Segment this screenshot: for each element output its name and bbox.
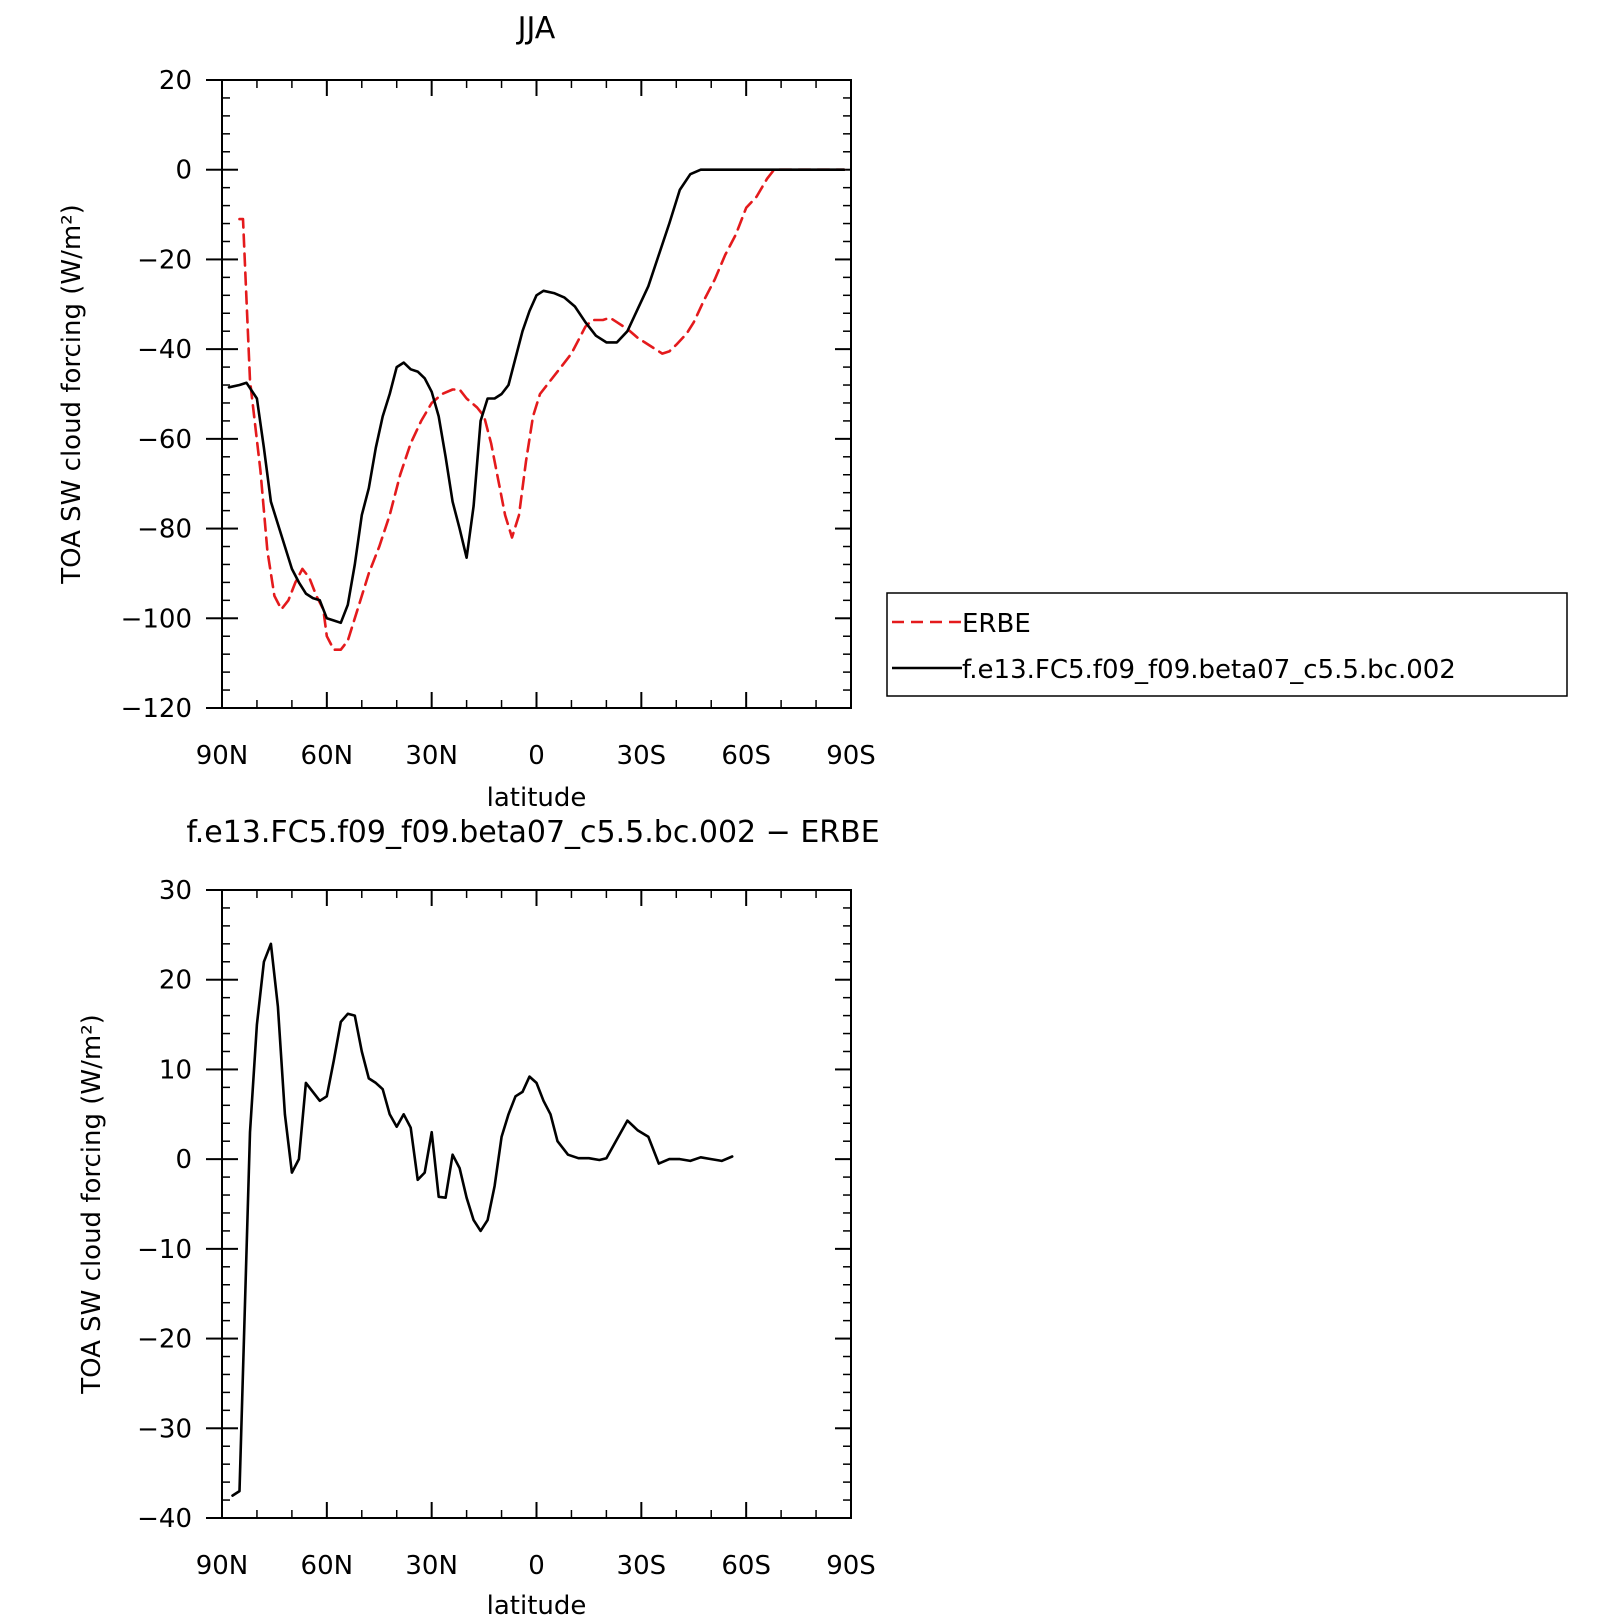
- legend-box: [886, 592, 1568, 697]
- x-tick-label: 0: [528, 741, 545, 771]
- bottom-title: f.e13.FC5.f09_f09.beta07_c5.5.bc.002 − E…: [186, 815, 879, 850]
- bottom-plot-frame: [221, 889, 852, 1519]
- y-tick-label: −40: [137, 335, 192, 365]
- y-tick-label: −10: [137, 1235, 192, 1265]
- bottom-xlabel: latitude: [487, 1591, 587, 1619]
- bottom-series: [231, 942, 734, 1497]
- y-tick-label: 0: [175, 1145, 192, 1175]
- y-tick-label: 20: [159, 66, 192, 96]
- top-plot-frame: [221, 79, 852, 709]
- top-title: JJA: [516, 11, 556, 46]
- series-line-erbe: [238, 168, 846, 652]
- y-tick-label: −30: [137, 1414, 192, 1444]
- top-series: [227, 168, 846, 652]
- series-line-difference: [231, 942, 734, 1497]
- x-tick-label: 90N: [196, 1551, 249, 1581]
- x-tick-label: 90S: [826, 741, 876, 771]
- y-tick-label: 0: [175, 156, 192, 186]
- top-panel: JJA latitude TOA SW cloud forcing (W/m²)…: [57, 11, 876, 813]
- series-line-model: [227, 168, 846, 625]
- y-tick-label: −20: [137, 1325, 192, 1355]
- x-tick-label: 30S: [617, 741, 667, 771]
- y-tick-label: 30: [159, 876, 192, 906]
- y-tick-label: −40: [137, 1504, 192, 1534]
- top-ticks: 90N 60N 30N 0 30S 60S 90S 20 0 −20 −40 −60 −80 −100 −1…: [121, 66, 876, 771]
- x-tick-label: 60N: [301, 1551, 354, 1581]
- top-xlabel: latitude: [487, 783, 587, 813]
- y-tick-label: −100: [121, 604, 192, 634]
- x-tick-label: 30N: [405, 1551, 458, 1581]
- y-tick-label: −60: [137, 425, 192, 455]
- x-tick-label: 60S: [721, 1551, 771, 1581]
- y-tick-label: 20: [159, 966, 192, 996]
- legend-label-model: f.e13.FC5.f09_f09.beta07_c5.5.bc.002: [962, 655, 1456, 685]
- x-tick-label: 60S: [721, 741, 771, 771]
- bottom-ticks: 90N 60N 30N 0 30S 60S 90S 30 20 10 0 −10 −20 −30 −40: [137, 876, 876, 1581]
- x-tick-label: 90N: [196, 741, 249, 771]
- y-tick-label: 10: [159, 1055, 192, 1085]
- y-tick-label: −120: [121, 694, 192, 724]
- bottom-ylabel: TOA SW cloud forcing (W/m²): [77, 1014, 107, 1395]
- top-ylabel: TOA SW cloud forcing (W/m²): [57, 204, 87, 585]
- x-tick-label: 90S: [826, 1551, 876, 1581]
- x-tick-label: 60N: [301, 741, 354, 771]
- x-tick-label: 30N: [405, 741, 458, 771]
- x-tick-label: 30S: [617, 1551, 667, 1581]
- y-tick-label: −80: [137, 515, 192, 545]
- x-tick-label: 0: [528, 1551, 545, 1581]
- legend-label-erbe: ERBE: [962, 609, 1031, 639]
- y-tick-label: −20: [137, 245, 192, 275]
- bottom-panel: f.e13.FC5.f09_f09.beta07_c5.5.bc.002 − E…: [77, 815, 880, 1619]
- legend: ERBE f.e13.FC5.f09_f09.beta07_c5.5.bc.00…: [886, 592, 1568, 697]
